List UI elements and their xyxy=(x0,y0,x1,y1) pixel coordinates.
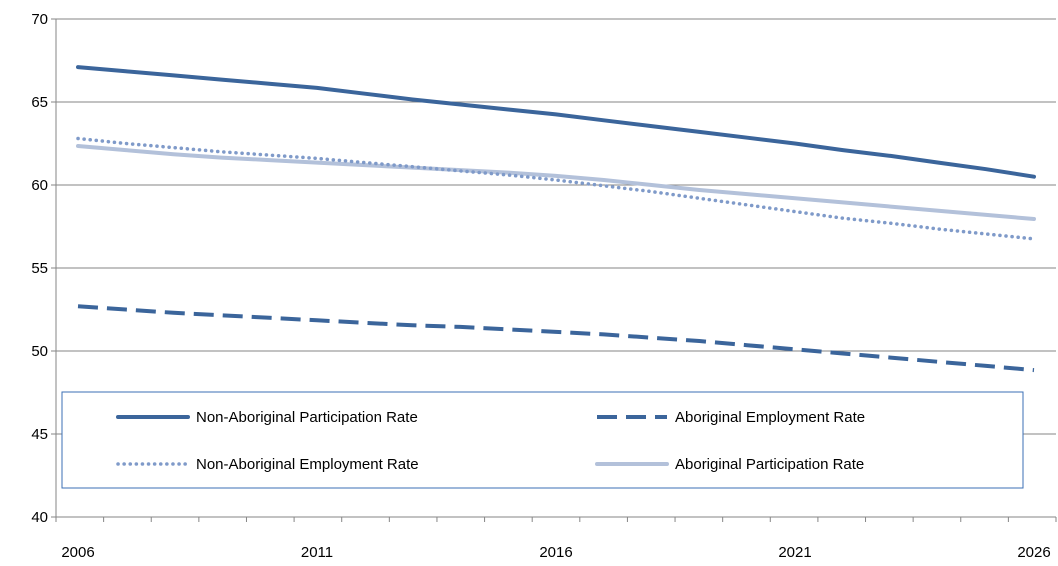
series-line-aboriginal-participation-rate xyxy=(76,144,1036,221)
axes xyxy=(51,18,1057,522)
series-line-non-aboriginal-participation-rate xyxy=(76,65,1036,179)
x-tick-label: 2026 xyxy=(1017,544,1050,561)
gridlines xyxy=(56,18,1056,435)
legend-label: Non-Aboriginal Participation Rate xyxy=(196,409,418,426)
x-tick-label: 2011 xyxy=(301,544,333,561)
y-tick-label: 60 xyxy=(31,177,48,194)
series-lines xyxy=(76,65,1036,373)
y-axis-tick-labels: 40 45 50 55 60 65 70 xyxy=(31,11,48,526)
y-tick-label: 45 xyxy=(31,426,48,443)
x-tick-label: 2016 xyxy=(539,544,572,561)
y-tick-label: 50 xyxy=(31,343,48,360)
series-line-non-aboriginal-employment-rate xyxy=(76,136,1036,241)
legend-label: Non-Aboriginal Employment Rate xyxy=(196,456,419,473)
y-tick-label: 55 xyxy=(31,260,48,277)
x-tick-label: 2006 xyxy=(61,544,94,561)
x-axis-tick-labels: 2006 2011 2016 2021 2026 xyxy=(61,544,1050,561)
legend: Non-Aboriginal Participation Rate Aborigi… xyxy=(61,391,1024,489)
legend-label: Aboriginal Participation Rate xyxy=(675,456,864,473)
y-tick-label: 70 xyxy=(31,11,48,28)
x-tick-label: 2021 xyxy=(778,544,811,561)
y-tick-label: 65 xyxy=(31,94,48,111)
legend-box xyxy=(61,391,1024,489)
y-tick-label: 40 xyxy=(31,509,48,526)
series-line-aboriginal-employment-rate xyxy=(77,304,1035,373)
legend-label: Aboriginal Employment Rate xyxy=(675,409,865,426)
